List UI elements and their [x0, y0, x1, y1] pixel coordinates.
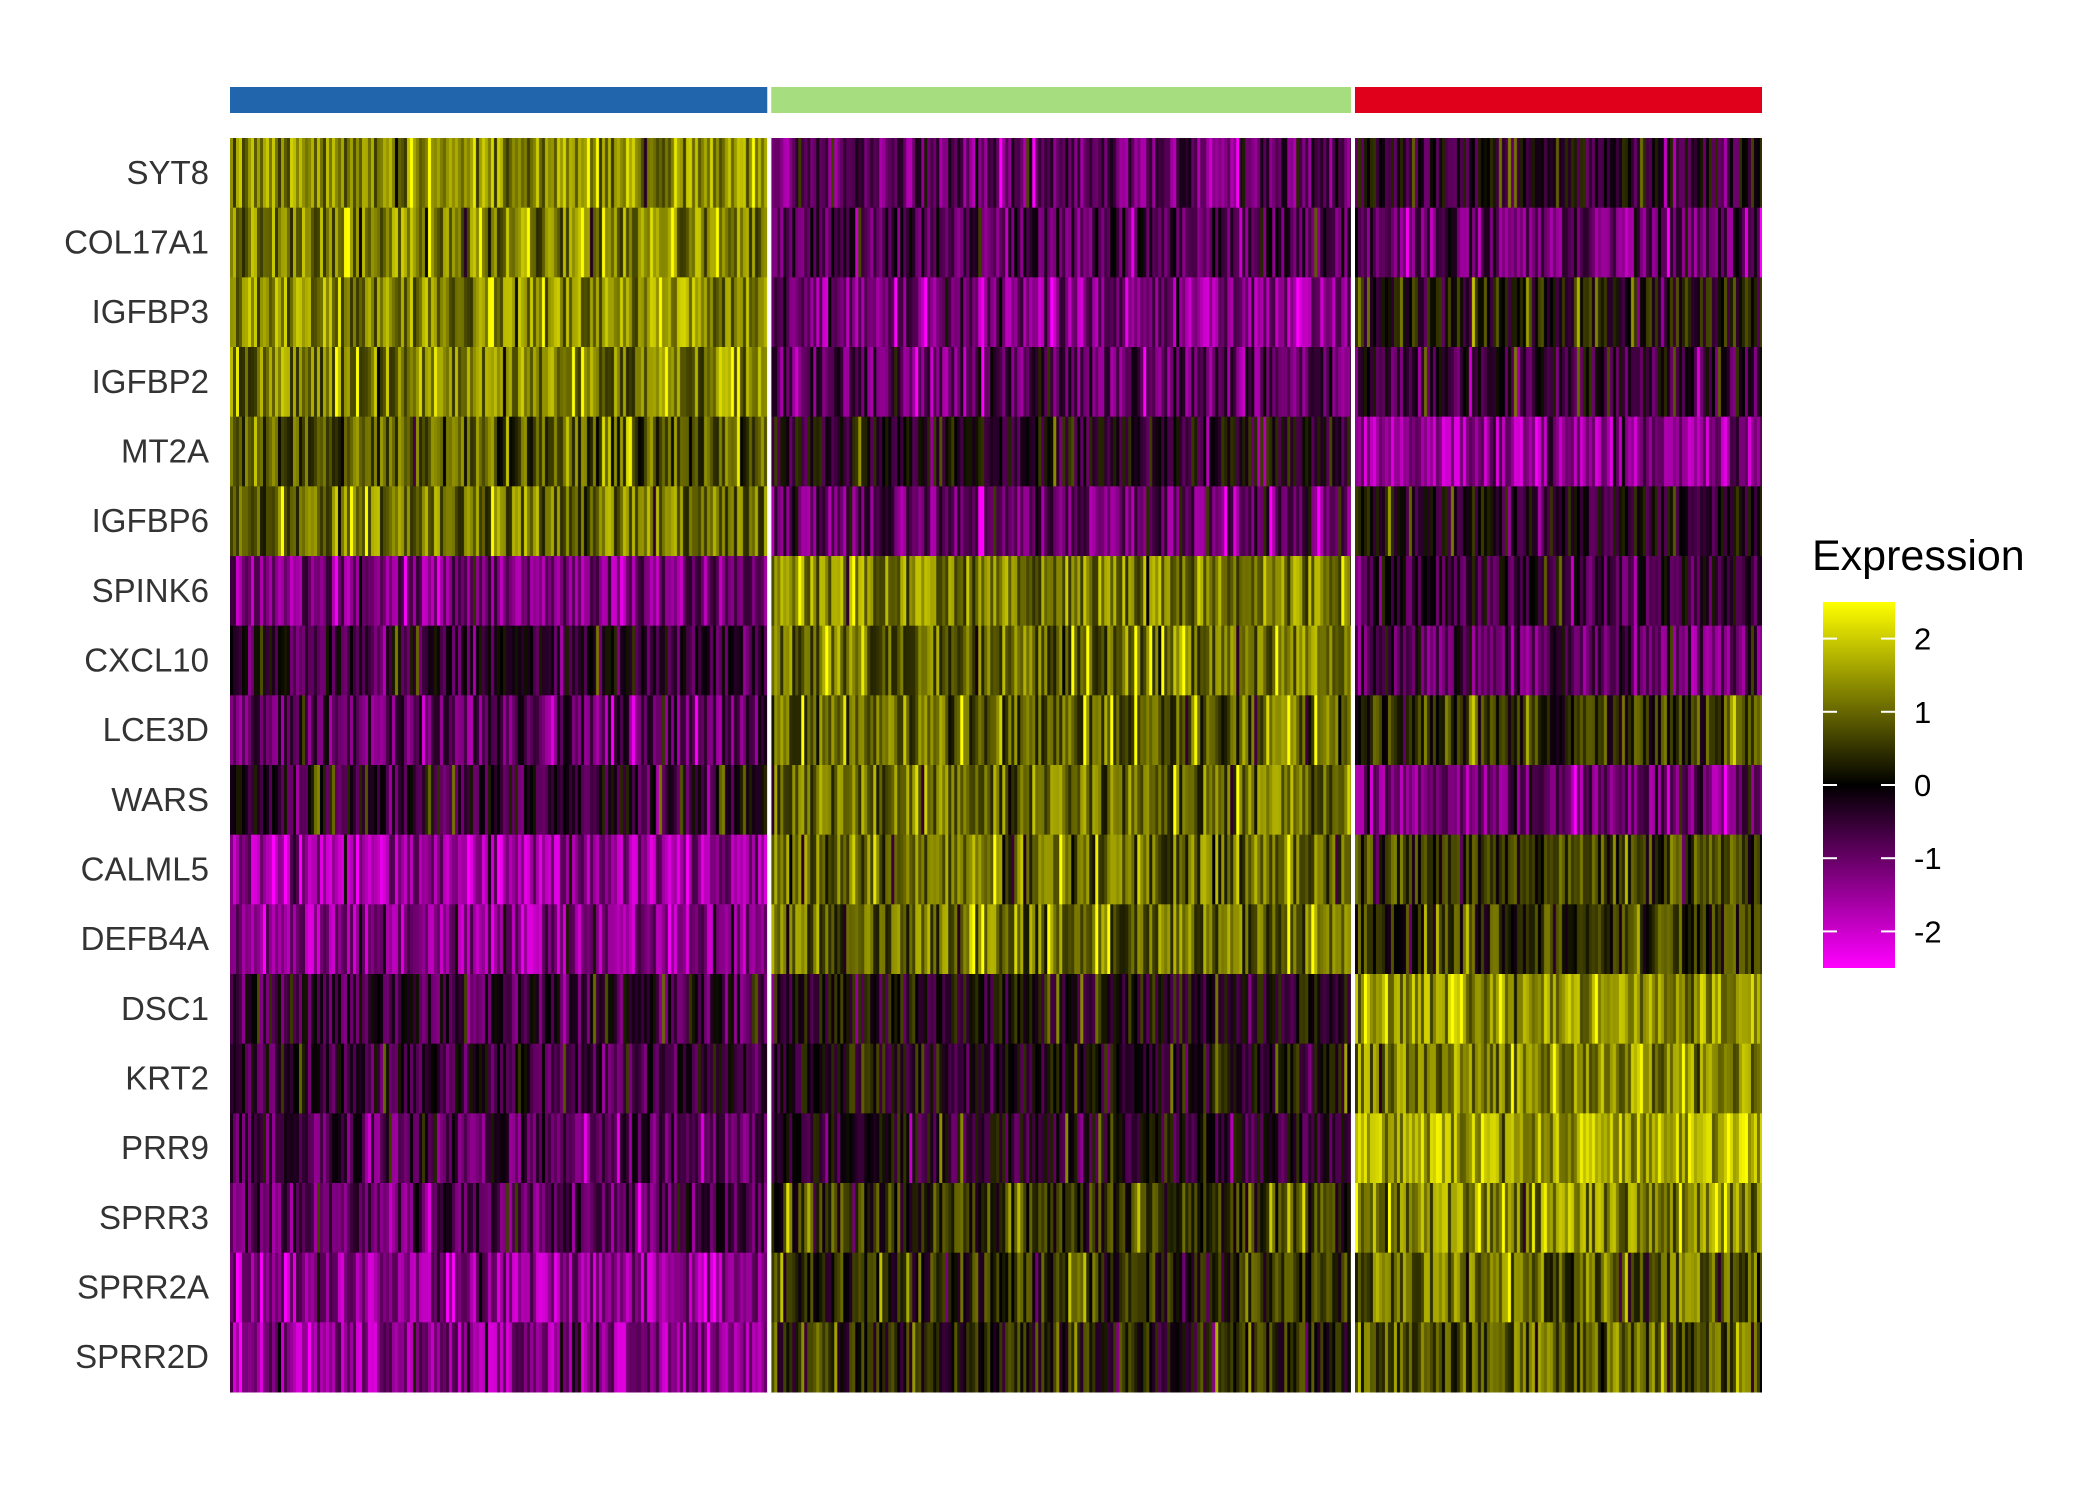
legend-tick-label: 1	[1914, 695, 1931, 730]
heatmap-cell	[1354, 765, 1762, 836]
heatmap-cell	[230, 1183, 768, 1254]
heatmap-cell	[1354, 625, 1762, 696]
heatmap-cell	[230, 1322, 768, 1393]
heatmap-cell	[230, 416, 768, 487]
heatmap-cell	[230, 904, 768, 975]
cluster-separator	[767, 138, 772, 1392]
gene-label: SPRR2A	[77, 1269, 209, 1306]
heatmap-cell	[1354, 486, 1762, 557]
heatmap-cell	[771, 486, 1351, 557]
legend-tick-label: 0	[1914, 768, 1931, 803]
legend-title: Expression	[1812, 532, 2025, 580]
heatmap-cell	[771, 625, 1351, 696]
heatmap-cell	[771, 207, 1351, 278]
heatmap-cell	[771, 974, 1351, 1045]
gene-label: CXCL10	[84, 642, 209, 679]
gene-label: WARS	[111, 781, 209, 818]
heatmap-cell	[230, 277, 768, 348]
gene-label: DSC1	[121, 990, 209, 1027]
gene-label: PRR9	[121, 1129, 209, 1166]
heatmap-cell	[771, 416, 1351, 487]
heatmap-cell	[1354, 207, 1762, 278]
legend-tick-label: -2	[1914, 914, 1942, 949]
gene-label: SYT8	[126, 154, 209, 191]
heatmap-cell	[230, 834, 768, 905]
heatmap-cell	[230, 347, 768, 418]
heatmap-cell	[1354, 1043, 1762, 1114]
heatmap-cell	[771, 1322, 1351, 1393]
heatmap-cell	[1354, 974, 1762, 1045]
heatmap-cell	[230, 765, 768, 836]
gene-label: MT2A	[121, 433, 209, 470]
heatmap-cell	[230, 625, 768, 696]
legend-tick-label: -1	[1914, 841, 1942, 876]
gene-label: LCE3D	[103, 711, 209, 748]
heatmap-cell	[230, 138, 768, 209]
heatmap-cell	[771, 347, 1351, 418]
cluster-annotation-bar	[230, 87, 1762, 113]
cluster-bar-3	[1354, 87, 1762, 113]
heatmap-cell	[771, 834, 1351, 905]
cluster-bar-2	[771, 87, 1351, 113]
cluster-separator	[1350, 138, 1355, 1392]
heatmap-cell	[1354, 1252, 1762, 1323]
cluster-bar-1	[230, 87, 768, 113]
heatmap-cell	[230, 974, 768, 1045]
heatmap-cell	[1354, 1113, 1762, 1184]
heatmap-cell	[230, 695, 768, 766]
heatmap-cell	[1354, 347, 1762, 418]
gene-label: IGFBP2	[92, 363, 209, 400]
cluster-separators	[767, 138, 1355, 1392]
heatmap-cell	[1354, 277, 1762, 348]
heatmap-cell	[771, 695, 1351, 766]
heatmap-cell	[230, 556, 768, 627]
heatmap-cell	[230, 207, 768, 278]
gene-label: SPRR2D	[75, 1338, 209, 1375]
heatmap-cell	[1354, 138, 1762, 209]
heatmap-cell	[771, 1113, 1351, 1184]
gene-label: DEFB4A	[81, 920, 209, 957]
heatmap-cell	[230, 1113, 768, 1184]
heatmap-cell	[230, 1043, 768, 1114]
gene-label: COL17A1	[64, 224, 209, 261]
gene-label: SPRR3	[99, 1199, 209, 1236]
legend-ticks: 2 1 0 -1 -2	[1823, 622, 1942, 949]
gene-label: IGFBP6	[92, 502, 209, 539]
heatmap-cell	[1354, 904, 1762, 975]
gene-label: CALML5	[81, 851, 209, 888]
gene-labels: SYT8 COL17A1 IGFBP3 IGFBP2 MT2A IGFBP6 SPINK6 C…	[64, 154, 209, 1375]
heatmap-cell	[1354, 1183, 1762, 1254]
heatmap-cell	[771, 765, 1351, 836]
heatmap-cell	[1354, 695, 1762, 766]
legend-tick-label: 2	[1914, 622, 1931, 657]
heatmap-cell	[1354, 416, 1762, 487]
heatmap-cell	[771, 1183, 1351, 1254]
heatmap-cell	[771, 1252, 1351, 1323]
heatmap-cell	[230, 1252, 768, 1323]
heatmap-cell	[771, 138, 1351, 209]
heatmap-cell	[1354, 834, 1762, 905]
legend: Expression 2 1 0 -1 -2	[1812, 532, 2025, 968]
heatmap-cell	[771, 556, 1351, 627]
heatmap-cell	[1354, 556, 1762, 627]
heatmap-cell	[230, 486, 768, 557]
heatmap-cell	[771, 904, 1351, 975]
heatmap-cells	[230, 138, 1762, 1393]
heatmap-cell	[771, 1043, 1351, 1114]
gene-label: IGFBP3	[92, 293, 209, 330]
heatmap-cell	[1354, 1322, 1762, 1393]
gene-label: SPINK6	[92, 572, 209, 609]
heatmap-cell	[771, 277, 1351, 348]
gene-label: KRT2	[125, 1060, 209, 1097]
